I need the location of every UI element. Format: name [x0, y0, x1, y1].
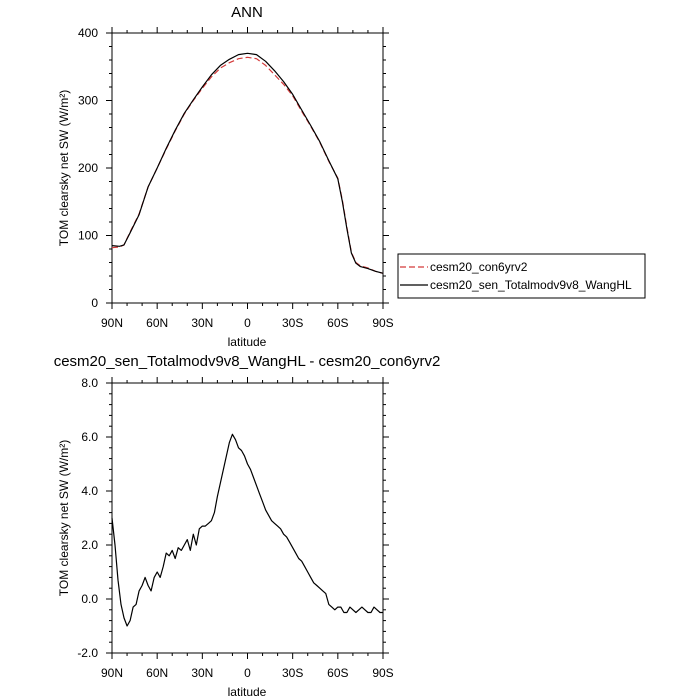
series-line-cesm20_sen_Totalmodv9v8_WangHL — [111, 52, 384, 274]
x-tick-label: 30S — [282, 666, 303, 680]
y-tick-label: 400 — [78, 26, 98, 40]
x-tick-label: 30N — [191, 666, 213, 680]
x-tick-label: 60N — [146, 316, 168, 330]
x-tick-label: 90N — [101, 666, 123, 680]
x-axis-label: latitude — [228, 335, 267, 349]
plot-frame — [111, 32, 384, 304]
panel-bottom: cesm20_sen_Totalmodv9v8_WangHL - cesm20_… — [54, 353, 441, 699]
y-tick-label: 300 — [78, 94, 98, 108]
x-tick-label: 0 — [244, 316, 251, 330]
y-tick-label: 0 — [91, 296, 98, 310]
y-tick-label: -2.0 — [77, 646, 98, 660]
legend-label-sensitivity: cesm20_sen_Totalmodv9v8_WangHL — [430, 278, 632, 292]
y-tick-label: 200 — [78, 161, 98, 175]
y-tick-label: 8.0 — [81, 376, 98, 390]
x-tick-labels: 90N 60N 30N 0 30S 60S 90S — [101, 666, 394, 680]
x-tick-label: 60S — [327, 666, 348, 680]
axis-ticks — [106, 377, 389, 659]
legend-box — [397, 253, 646, 299]
x-tick-label: 60N — [146, 666, 168, 680]
y-axis-label: TOM clearsky net SW (W/m²) — [57, 440, 71, 596]
y-axis-label: TOM clearsky net SW (W/m²) — [57, 90, 71, 246]
x-tick-label: 0 — [244, 666, 251, 680]
y-tick-label: 2.0 — [81, 538, 98, 552]
x-tick-label: 90S — [372, 316, 393, 330]
y-tick-labels: -2.0 0.0 2.0 4.0 6.0 8.0 — [77, 376, 98, 660]
axis-ticks — [106, 27, 389, 309]
legend-label-control: cesm20_con6yrv2 — [430, 260, 528, 274]
plot-frame — [111, 382, 384, 654]
chart-title: cesm20_sen_Totalmodv9v8_WangHL - cesm20_… — [54, 353, 441, 370]
series-line-cesm20_con6yrv2 — [111, 56, 384, 274]
series-line-difference — [111, 433, 383, 627]
y-tick-label: 6.0 — [81, 430, 98, 444]
x-tick-labels: 90N 60N 30N 0 30S 60S 90S — [101, 316, 394, 330]
series-group — [111, 433, 383, 627]
legend: cesm20_con6yrv2 cesm20_sen_Totalmodv9v8_… — [397, 253, 646, 299]
x-tick-label: 60S — [327, 316, 348, 330]
x-axis-label: latitude — [228, 685, 267, 699]
y-tick-labels: 0 100 200 300 400 — [78, 26, 98, 310]
x-tick-label: 90S — [372, 666, 393, 680]
x-tick-label: 30N — [191, 316, 213, 330]
x-tick-label: 30S — [282, 316, 303, 330]
y-tick-label: 100 — [78, 229, 98, 243]
chart-title: ANN — [231, 4, 263, 21]
y-tick-label: 0.0 — [81, 592, 98, 606]
x-tick-label: 90N — [101, 316, 123, 330]
series-group — [111, 52, 384, 274]
y-tick-label: 4.0 — [81, 484, 98, 498]
panel-top: ANN 90N 60N 30N 0 30S 60S 90S 0 100 200 300 400 la… — [57, 4, 646, 349]
